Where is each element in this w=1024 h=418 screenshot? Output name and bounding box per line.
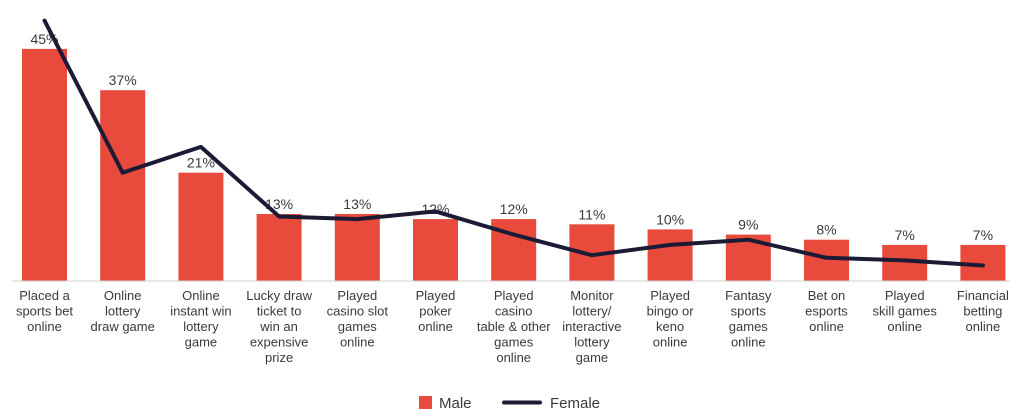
data-label-male-11: 7% — [895, 227, 915, 243]
category-label-4: Played casino slot games online — [327, 288, 389, 350]
female-series-line — [42, 18, 985, 268]
bars-group — [22, 48, 1006, 282]
bar-male-5 — [413, 219, 458, 281]
data-label-male-8: 10% — [656, 211, 684, 227]
data-labels-group: 45%37%21%13% 13% 12% 12% 11% 10% 9% 8% 7% 7% — [30, 31, 993, 243]
data-label-male-12: 7% — [973, 227, 993, 243]
category-label-11: Played skill games online — [873, 288, 938, 334]
data-label-male-7: 11% — [578, 206, 605, 222]
category-label-5: Played poker online — [416, 288, 456, 334]
category-label-8: Played bingo or keno online — [647, 288, 695, 350]
bar-male-3 — [256, 214, 302, 281]
legend-male-label: Male — [439, 395, 472, 412]
legend-male-swatch — [419, 396, 432, 409]
bar-male-4 — [334, 214, 380, 281]
category-label-9: Fantasy sports games online — [725, 288, 772, 350]
bar-male-0 — [22, 48, 67, 282]
data-label-male-4: 13% — [343, 196, 371, 212]
category-labels-group: Placed a sports bet online Online lottery dra… — [16, 288, 1009, 365]
data-label-male-6: 12% — [500, 201, 528, 217]
bar-male-2 — [178, 172, 224, 281]
data-label-male-9: 9% — [738, 217, 758, 233]
legend: Male Female — [419, 395, 600, 412]
bar-male-1 — [100, 90, 146, 281]
category-label-7: Monitor lottery/interactive lottery game — [562, 288, 621, 365]
data-label-male-2: 21% — [187, 155, 215, 171]
category-label-10: Bet on esports online — [805, 288, 848, 334]
data-label-male-10: 8% — [816, 222, 836, 238]
category-label-12: Financial betting online — [957, 288, 1009, 334]
legend-female-label: Female — [550, 395, 600, 412]
category-label-6: Played casino table & other games online — [477, 288, 551, 365]
bar-male-8 — [647, 229, 693, 281]
category-label-1: Online lottery draw game — [91, 288, 155, 334]
data-label-male-1: 37% — [109, 72, 137, 88]
category-label-2: Online instant win lottery game — [170, 288, 231, 350]
category-label-3: Lucky draw ticket to win an expensive prize — [246, 288, 312, 365]
category-label-0: Placed a sports bet online — [16, 288, 73, 334]
bar-male-10 — [804, 239, 849, 281]
